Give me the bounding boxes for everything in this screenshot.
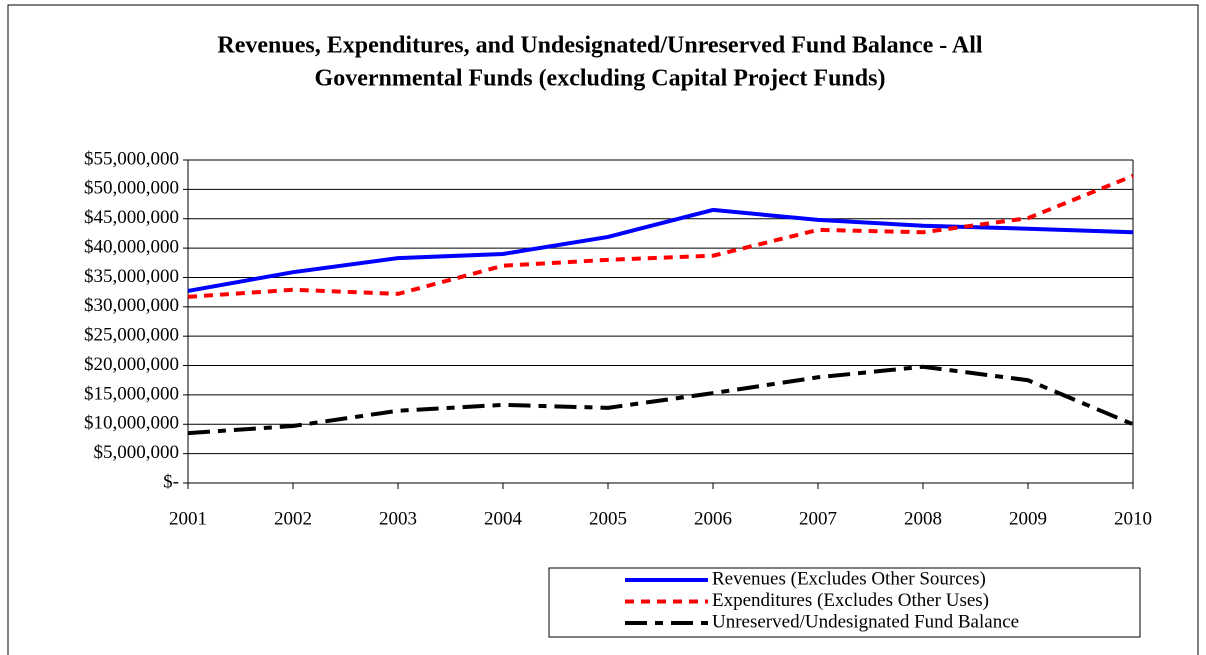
y-tick-label: $20,000,000 [84, 354, 179, 375]
legend-label: Unreserved/Undesignated Fund Balance [712, 611, 1019, 632]
y-tick-label: $55,000,000 [84, 148, 179, 169]
legend-label: Revenues (Excludes Other Sources) [712, 568, 986, 589]
x-tick-label: 2002 [274, 508, 312, 529]
y-tick-label: $45,000,000 [84, 207, 179, 228]
y-tick-label: $15,000,000 [84, 383, 179, 404]
chart-frame [7, 4, 1199, 655]
x-tick-label: 2010 [1114, 508, 1152, 529]
y-tick-label: $25,000,000 [84, 325, 179, 346]
y-tick-label: $30,000,000 [84, 295, 179, 316]
x-tick-label: 2003 [379, 508, 417, 529]
series-line [187, 364, 1134, 436]
y-tick-label: $40,000,000 [84, 236, 179, 257]
legend-label: Expenditures (Excludes Other Uses) [712, 590, 989, 611]
y-tick-label: $35,000,000 [84, 266, 179, 287]
chart-title: Revenues, Expenditures, and Undesignated… [217, 33, 983, 59]
y-tick-label: $10,000,000 [84, 413, 179, 434]
x-tick-label: 2007 [799, 508, 837, 529]
y-tick-label: $50,000,000 [84, 178, 179, 199]
x-tick-label: 2006 [694, 508, 732, 529]
y-tick-label: $5,000,000 [94, 442, 180, 463]
x-tick-label: 2008 [904, 508, 942, 529]
x-tick-label: 2009 [1009, 508, 1047, 529]
x-tick-label: 2001 [169, 508, 207, 529]
series-line [187, 207, 1134, 293]
y-tick-label: $- [163, 471, 179, 492]
x-tick-label: 2004 [484, 508, 523, 529]
x-tick-label: 2005 [589, 508, 627, 529]
chart-title: Governmental Funds (excluding Capital Pr… [315, 66, 886, 92]
